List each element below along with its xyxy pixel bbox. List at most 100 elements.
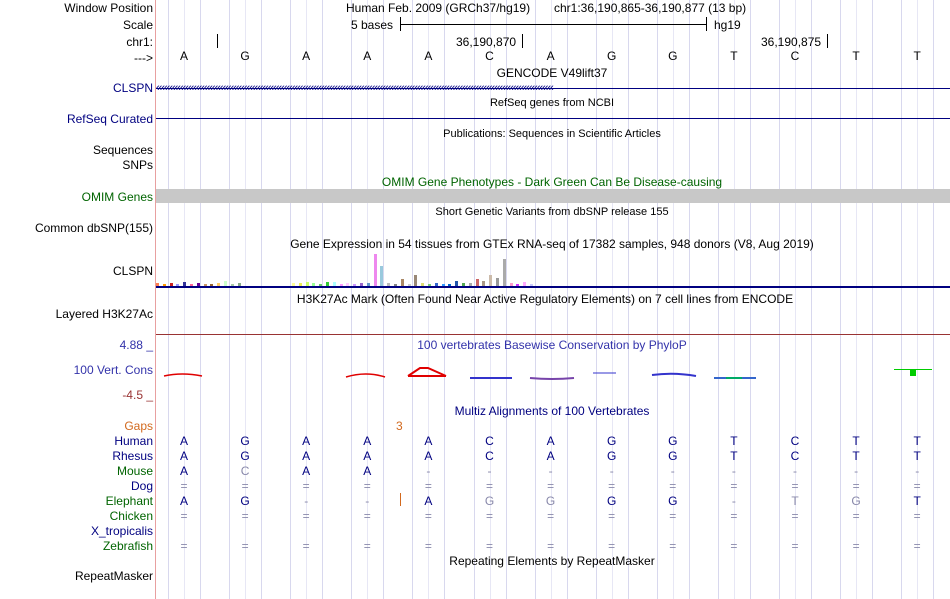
gtex-tissue-bar[interactable] xyxy=(414,275,418,286)
gtex-tissue-bar[interactable] xyxy=(455,281,459,286)
omim-genes-label[interactable]: OMIM Genes xyxy=(81,190,153,204)
repeatmasker-track-label[interactable]: RepeatMasker xyxy=(74,569,153,583)
gtex-tissue-bar[interactable] xyxy=(319,284,323,286)
common-dbsnp-label[interactable]: Common dbSNP(155) xyxy=(34,221,153,235)
aligned-base: - xyxy=(793,464,797,478)
aligned-base: = xyxy=(485,509,493,523)
gtex-tissue-bar[interactable] xyxy=(421,283,425,286)
refseq-title: RefSeq genes from NCBI xyxy=(489,97,615,109)
gtex-tissue-bar[interactable] xyxy=(217,283,221,286)
scale-db: hg19 xyxy=(714,18,741,32)
ruler-tick xyxy=(522,34,523,48)
gtex-tissue-bar[interactable] xyxy=(373,254,377,286)
clspn-gene-line xyxy=(156,88,950,89)
guide-line xyxy=(734,0,735,599)
gtex-tissue-bar[interactable] xyxy=(196,283,200,286)
gtex-tissue-bar[interactable] xyxy=(394,284,397,286)
gtex-tissue-bar[interactable] xyxy=(162,284,166,286)
gtex-tissue-bar[interactable] xyxy=(516,284,520,286)
gtex-tissue-bar[interactable] xyxy=(203,284,207,286)
gtex-tissue-bar[interactable] xyxy=(339,284,343,286)
aligned-base: = xyxy=(363,539,371,553)
aligned-base: T xyxy=(852,434,860,448)
species-label[interactable]: Mouse xyxy=(116,464,153,478)
elephant-insertion-mark xyxy=(400,493,401,506)
aligned-base: A xyxy=(302,449,311,463)
gtex-tissue-bar[interactable] xyxy=(156,283,159,286)
aligned-base: = xyxy=(363,479,371,493)
chromosome-label[interactable]: chr1: xyxy=(126,35,153,49)
species-label[interactable]: X_tropicalis xyxy=(90,524,153,538)
gtex-tissue-bar[interactable] xyxy=(428,284,431,286)
gtex-tissue-bar[interactable] xyxy=(400,279,404,286)
gtex-tissue-bar[interactable] xyxy=(190,284,193,286)
aligned-base: = xyxy=(363,509,371,523)
gtex-tissue-bar[interactable] xyxy=(360,283,363,286)
gtex-tissue-bar[interactable] xyxy=(305,282,309,286)
guide-line xyxy=(490,0,491,599)
gtex-tissue-bar[interactable] xyxy=(176,284,180,286)
gtex-tissue-bar[interactable] xyxy=(366,283,370,286)
species-label[interactable]: Elephant xyxy=(105,494,153,508)
gtex-tissue-bar[interactable] xyxy=(298,283,302,286)
species-label[interactable]: Zebrafish xyxy=(102,539,153,553)
refseq-curated-label[interactable]: RefSeq Curated xyxy=(66,112,153,126)
gtex-tissue-bar[interactable] xyxy=(434,283,438,286)
aligned-base: - xyxy=(609,464,614,478)
gtex-tissue-bar[interactable] xyxy=(496,278,499,286)
gtex-tissue-bar[interactable] xyxy=(468,283,472,286)
gtex-tissue-bar[interactable] xyxy=(237,283,241,286)
gtex-tissue-bar[interactable] xyxy=(509,283,513,286)
gtex-tissue-bar[interactable] xyxy=(462,283,465,286)
gtex-tissue-bar[interactable] xyxy=(312,283,316,286)
vert-cons-label[interactable]: 100 Vert. Cons xyxy=(73,363,153,377)
gtex-tissue-bar[interactable] xyxy=(353,284,357,286)
gtex-tissue-bar[interactable] xyxy=(441,284,445,286)
gtex-tissue-bar[interactable] xyxy=(183,282,187,286)
species-label[interactable]: Human xyxy=(114,434,153,448)
refseq-gene-line[interactable] xyxy=(156,118,950,119)
gtex-tissue-bar[interactable] xyxy=(407,284,411,286)
gtex-tissue-bar[interactable] xyxy=(332,282,336,286)
aligned-base: = xyxy=(730,479,738,493)
clspn-gtex-label[interactable]: CLSPN xyxy=(112,264,153,278)
gtex-tissue-bar[interactable] xyxy=(346,283,350,286)
strand-arrow-label[interactable]: ---> xyxy=(134,51,153,65)
gtex-tissue-bar[interactable] xyxy=(387,283,391,286)
gtex-bar-chart[interactable] xyxy=(156,250,950,286)
gtex-tissue-bar[interactable] xyxy=(380,266,384,286)
aligned-base: T xyxy=(730,434,738,448)
snps-label[interactable]: SNPs xyxy=(122,158,153,172)
aligned-base: - xyxy=(731,464,736,478)
gtex-tissue-bar[interactable] xyxy=(224,281,227,286)
dbsnp-title: Short Genetic Variants from dbSNP releas… xyxy=(435,206,669,218)
gtex-tissue-bar[interactable] xyxy=(448,284,452,286)
reference-base: G xyxy=(240,49,250,63)
gtex-tissue-bar[interactable] xyxy=(210,284,214,286)
gtex-tissue-bar[interactable] xyxy=(482,281,486,286)
aligned-base: - xyxy=(854,464,859,478)
gtex-tissue-bar[interactable] xyxy=(502,259,506,286)
omim-feature-bar[interactable] xyxy=(156,189,950,203)
cons-max-label: 4.88 _ xyxy=(119,338,153,352)
aligned-base: C xyxy=(485,449,494,463)
guide-line xyxy=(290,0,291,599)
gtex-tissue-bar[interactable] xyxy=(230,284,234,286)
species-label[interactable]: Rhesus xyxy=(112,449,153,463)
position-title: chr1:36,190,865-36,190,877 (13 bp) xyxy=(554,1,747,15)
sequences-label[interactable]: Sequences xyxy=(92,143,153,157)
guide-line xyxy=(322,0,323,599)
scale-bar-right-tick xyxy=(706,17,707,31)
gtex-tissue-bar[interactable] xyxy=(475,279,479,286)
gtex-tissue-bar[interactable] xyxy=(326,282,329,286)
gtex-tissue-bar[interactable] xyxy=(169,283,173,286)
layered-h3k27ac-label[interactable]: Layered H3K27Ac xyxy=(55,307,153,321)
gtex-tissue-bar[interactable] xyxy=(523,282,527,286)
gtex-tissue-bar[interactable] xyxy=(292,283,295,286)
species-label[interactable]: Chicken xyxy=(109,509,153,523)
gtex-tissue-bar[interactable] xyxy=(530,284,533,286)
gtex-tissue-bar[interactable] xyxy=(489,275,493,286)
species-label[interactable]: Dog xyxy=(130,479,153,493)
clspn-gene-label[interactable]: CLSPN xyxy=(112,81,153,95)
